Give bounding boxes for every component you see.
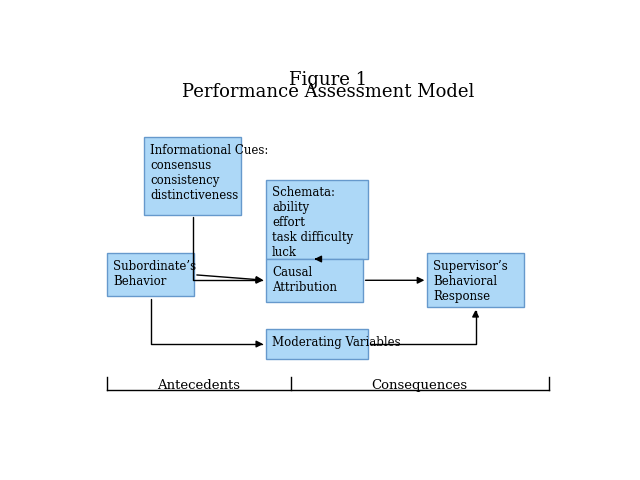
Text: Subordinate’s
Behavior: Subordinate’s Behavior (113, 260, 196, 288)
FancyBboxPatch shape (428, 253, 524, 307)
Text: Informational Cues:
consensus
consistency
distinctiveness: Informational Cues: consensus consistenc… (150, 144, 269, 202)
FancyBboxPatch shape (266, 259, 363, 301)
Text: Supervisor’s
Behavioral
Response: Supervisor’s Behavioral Response (433, 260, 508, 303)
FancyBboxPatch shape (145, 137, 241, 215)
Text: Performance Assessment Model: Performance Assessment Model (182, 84, 474, 101)
Text: Causal
Attribution: Causal Attribution (272, 266, 337, 294)
Text: Antecedents: Antecedents (157, 379, 241, 392)
Text: Schemata:
ability
effort
task difficulty
luck: Schemata: ability effort task difficulty… (272, 186, 353, 259)
Text: Figure 1: Figure 1 (289, 71, 367, 88)
FancyBboxPatch shape (266, 180, 367, 259)
Text: Moderating Variables: Moderating Variables (272, 336, 401, 349)
FancyBboxPatch shape (108, 253, 194, 296)
Text: Consequences: Consequences (372, 379, 468, 392)
FancyBboxPatch shape (266, 329, 367, 359)
